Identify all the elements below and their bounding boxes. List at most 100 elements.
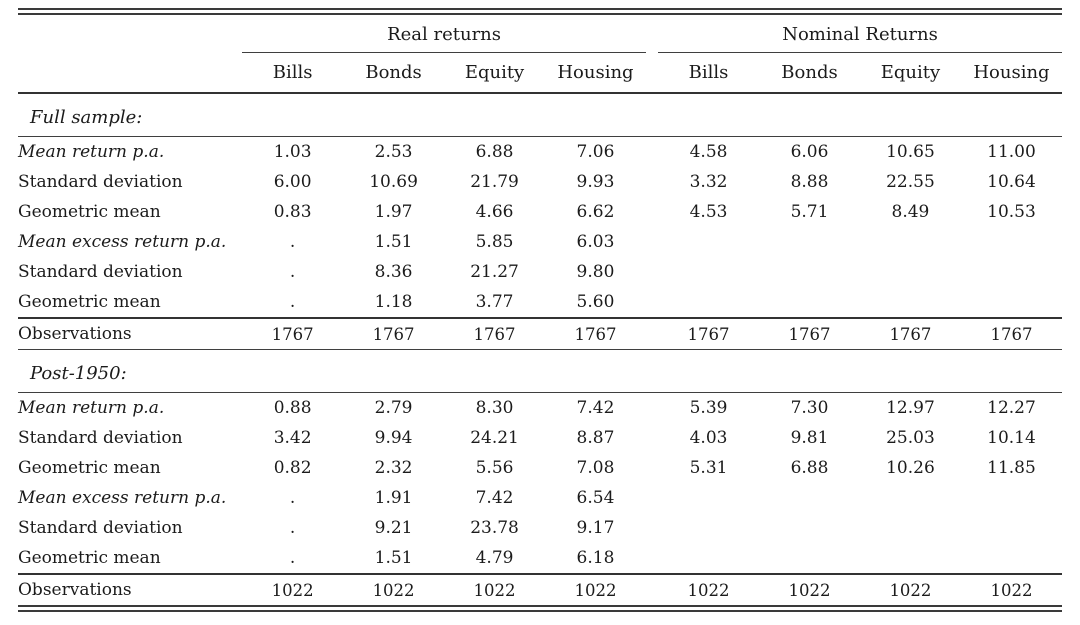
cell-value: 1022 — [759, 573, 860, 605]
table-row: Mean return p.a. 0.88 2.79 8.30 7.42 5.39 7.30… — [18, 393, 1062, 424]
cell-value: 1.91 — [374, 488, 413, 508]
spacer-cell — [646, 287, 658, 318]
table-row: Geometric mean. 1.18 3.77 5.60 — [18, 287, 1062, 318]
row-label: Geometric mean — [18, 458, 161, 478]
cell-value: 8.87 — [576, 428, 615, 448]
cell-value: 4.66 — [475, 202, 514, 222]
cell-value: 3.32 — [689, 172, 728, 192]
cell-value — [658, 257, 759, 287]
cell-value: 1.51 — [374, 548, 413, 568]
cell-value: 9.17 — [576, 518, 615, 538]
cell-value: . — [289, 488, 296, 508]
cell-value — [961, 543, 1062, 574]
cell-value: . — [289, 262, 296, 282]
cell-value — [759, 483, 860, 513]
cell-value: 6.06 — [790, 142, 829, 162]
spacer-cell — [646, 197, 658, 227]
cell-value — [860, 287, 961, 318]
cell-value: 1.97 — [374, 202, 413, 222]
cell-value — [860, 227, 961, 257]
cell-value: 21.27 — [470, 262, 519, 282]
cell-value: 8.88 — [790, 172, 829, 192]
cell-value — [759, 257, 860, 287]
table-row: Standard deviation. 9.21 23.78 9.17 — [18, 513, 1062, 543]
cell-value: 10.14 — [987, 428, 1036, 448]
cell-value — [961, 227, 1062, 257]
observations-row: Observations 1767 1767 1767 1767 1767 1767 1767… — [18, 317, 1062, 350]
group-header-real-returns: Real returns — [242, 15, 646, 53]
cell-value: 2.79 — [374, 398, 413, 418]
cell-value: 1022 — [545, 573, 646, 605]
cell-value: 0.88 — [273, 398, 312, 418]
cell-value: 3.77 — [475, 292, 514, 312]
row-label: Standard deviation — [18, 262, 183, 282]
spacer-cell — [645, 317, 659, 350]
top-double-rule — [18, 8, 1062, 15]
corner-cell — [18, 15, 242, 53]
cell-value — [860, 513, 961, 543]
cell-value: 7.30 — [790, 398, 829, 418]
cell-value: 1767 — [658, 317, 760, 350]
cell-value: 1.18 — [374, 292, 413, 312]
table-body: Full sample: Mean return p.a. 1.03 2.53 6.88… — [18, 93, 1062, 605]
spacer-cell — [646, 453, 658, 483]
group-header-nominal-returns: Nominal Returns — [658, 15, 1062, 53]
cell-value: 7.42 — [475, 488, 514, 508]
row-label: Mean return p.a. — [18, 398, 165, 418]
cell-value — [860, 483, 961, 513]
bottom-double-rule — [18, 605, 1062, 612]
cell-value: . — [289, 548, 296, 568]
spacer-cell — [646, 423, 658, 453]
cell-value: 0.82 — [273, 458, 312, 478]
cell-value: 2.32 — [374, 458, 413, 478]
cell-value: 1767 — [343, 317, 445, 350]
row-header-cell — [18, 52, 243, 94]
table-row: Mean excess return p.a.. 1.91 7.42 6.54 — [18, 483, 1062, 513]
cell-value: 7.06 — [576, 142, 615, 162]
cell-value: 4.03 — [689, 428, 728, 448]
cell-value: 10.53 — [987, 202, 1036, 222]
cell-value: 1022 — [343, 573, 445, 605]
table-row: Mean excess return p.a.. 1.51 5.85 6.03 — [18, 227, 1062, 257]
cell-value: 9.94 — [374, 428, 413, 448]
cell-value: 5.39 — [689, 398, 728, 418]
cell-value: 4.53 — [689, 202, 728, 222]
cell-value: 9.21 — [374, 518, 413, 538]
spacer-cell — [646, 257, 658, 287]
section-title: Post-1950: — [18, 349, 1062, 393]
col-header-nominal-housing: Housing — [960, 52, 1062, 94]
cell-value: 1767 — [960, 317, 1062, 350]
cell-value: 3.42 — [273, 428, 312, 448]
cell-value — [759, 287, 860, 318]
row-label: Standard deviation — [18, 172, 183, 192]
cell-value: . — [289, 232, 296, 252]
cell-value — [860, 257, 961, 287]
table-header: Real returns Nominal Returns Bills Bonds… — [18, 15, 1062, 94]
cell-value: 2.53 — [374, 142, 413, 162]
col-header-nominal-bills: Bills — [658, 52, 760, 94]
cell-value: 25.03 — [886, 428, 935, 448]
cell-value: 1767 — [444, 317, 545, 350]
row-label: Geometric mean — [18, 292, 161, 312]
cell-value: 1.51 — [374, 232, 413, 252]
col-header-nominal-bonds: Bonds — [759, 52, 860, 94]
cell-value: 1767 — [545, 317, 646, 350]
cell-value — [658, 513, 759, 543]
table-row: Geometric mean 0.82 2.32 5.56 7.08 5.31 6.88 10… — [18, 453, 1062, 483]
cell-value: 1022 — [444, 573, 545, 605]
table-row: Standard deviation. 8.36 21.27 9.80 — [18, 257, 1062, 287]
cell-value — [961, 257, 1062, 287]
cell-value — [658, 483, 759, 513]
row-label: Observations — [18, 317, 243, 350]
cell-value: 6.03 — [576, 232, 615, 252]
cell-value — [658, 543, 759, 574]
cell-value: 22.55 — [886, 172, 935, 192]
cell-value — [961, 287, 1062, 318]
row-label: Geometric mean — [18, 202, 161, 222]
cell-value: 21.79 — [470, 172, 519, 192]
cell-value: 1767 — [859, 317, 961, 350]
cell-value: 5.31 — [689, 458, 728, 478]
cell-value: 10.69 — [369, 172, 418, 192]
cell-value: 8.36 — [374, 262, 413, 282]
